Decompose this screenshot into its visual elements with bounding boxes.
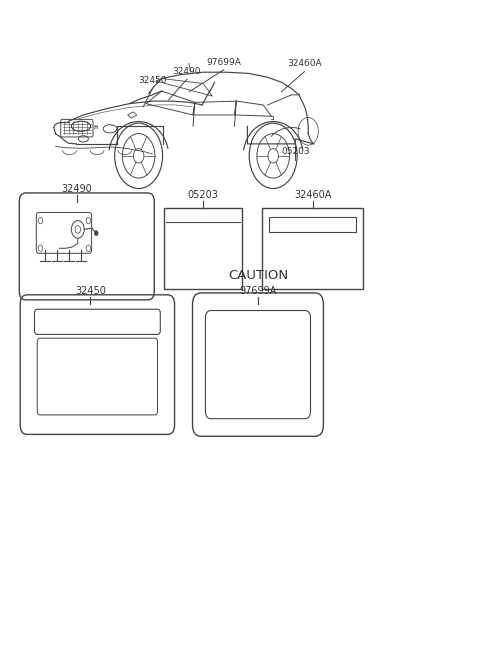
- Text: 32460A: 32460A: [287, 60, 322, 68]
- Text: 05203: 05203: [188, 190, 218, 200]
- Text: 97699A: 97699A: [206, 58, 241, 67]
- Bar: [269, 217, 356, 232]
- Text: 97699A: 97699A: [240, 286, 276, 296]
- Text: 32460A: 32460A: [294, 190, 332, 200]
- Circle shape: [95, 231, 98, 236]
- Text: 32490: 32490: [61, 183, 92, 194]
- Text: 05203: 05203: [281, 147, 310, 157]
- Text: H: H: [93, 125, 97, 130]
- Text: 32450: 32450: [138, 77, 167, 85]
- Text: CAUTION: CAUTION: [228, 269, 288, 282]
- Bar: [164, 208, 242, 288]
- Text: 32450: 32450: [75, 286, 106, 296]
- Text: 32490: 32490: [173, 67, 201, 76]
- Bar: [262, 208, 363, 288]
